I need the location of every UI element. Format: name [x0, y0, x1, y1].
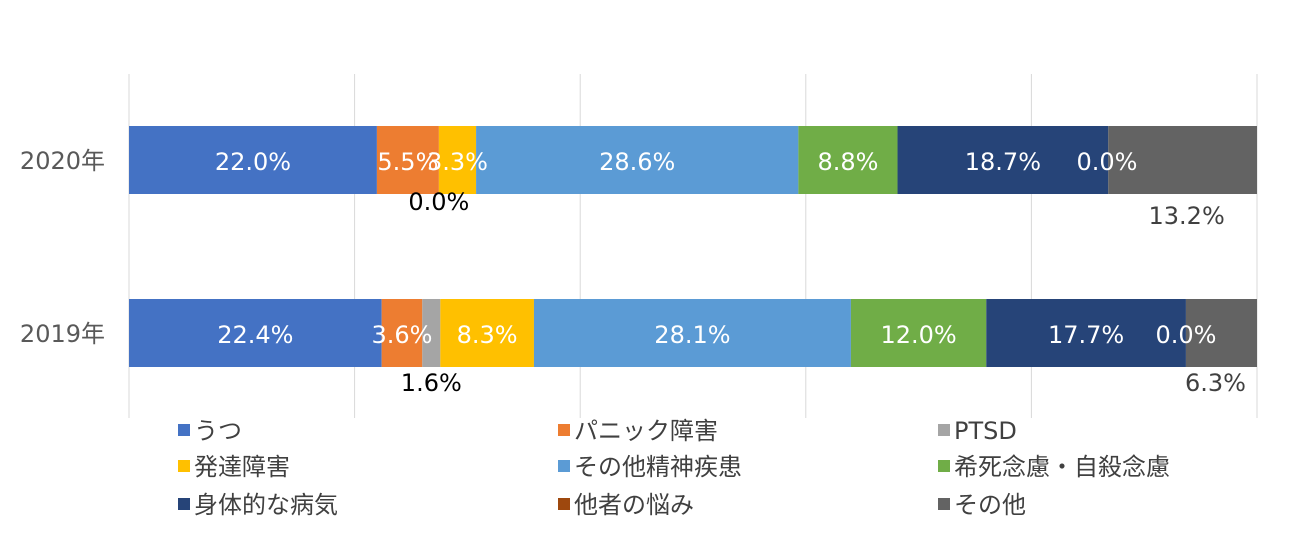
- legend-item: 身体的な病気: [178, 491, 338, 519]
- data-label: 3.3%: [427, 148, 488, 176]
- legend-swatch: [178, 498, 190, 510]
- bar-segment: [798, 126, 898, 194]
- legend-item: パニック障害: [558, 417, 718, 445]
- legend-item: 他者の悩み: [558, 491, 694, 519]
- legend-label: 身体的な病気: [194, 491, 338, 519]
- data-label: 12.0%: [880, 321, 956, 349]
- data-label: 28.6%: [599, 148, 675, 176]
- data-label: 18.7%: [965, 148, 1041, 176]
- data-labels: 22.0% 5.5% 0.0% 3.3% 28.6% 8.8% 18.7% 0.0% 13.2%…: [215, 148, 1246, 397]
- legend-item: その他精神疾患: [558, 453, 742, 481]
- category-label: 2019年: [20, 320, 105, 348]
- data-label: 22.4%: [217, 321, 293, 349]
- legend-item: PTSD: [938, 417, 1017, 445]
- bar-segment: [422, 299, 441, 367]
- data-label: 5.5%: [377, 148, 438, 176]
- legend-swatch: [558, 460, 570, 472]
- bar-segment: [129, 126, 377, 194]
- legend-swatch: [558, 424, 570, 436]
- legend-label: 希死念慮・自殺念慮: [954, 453, 1170, 481]
- legend-label: 他者の悩み: [574, 491, 694, 519]
- legend-label: その他精神疾患: [574, 453, 742, 481]
- bar-segment: [376, 126, 439, 194]
- bar-segment: [438, 126, 477, 194]
- category-label: 2020年: [20, 147, 105, 175]
- legend-swatch: [938, 498, 950, 510]
- bar-segment: [850, 299, 987, 367]
- data-label: 28.1%: [654, 321, 730, 349]
- legend-label: 発達障害: [194, 453, 290, 481]
- bar-segment: [1108, 126, 1257, 194]
- data-label: 8.8%: [817, 148, 878, 176]
- legend-label: パニック障害: [574, 417, 718, 445]
- legend-item: 希死念慮・自殺念慮: [938, 453, 1170, 481]
- legend-label: その他: [954, 491, 1026, 519]
- data-label: 0.0%: [1077, 148, 1138, 176]
- bar-segment: [129, 299, 382, 367]
- legend-swatch: [938, 424, 950, 436]
- legend-item: 発達障害: [178, 453, 290, 481]
- data-label: 3.6%: [371, 321, 432, 349]
- bar-segment: [533, 299, 851, 367]
- legend-swatch: [558, 498, 570, 510]
- legend-label: うつ: [194, 417, 242, 445]
- bar-segment: [897, 126, 1109, 194]
- category-labels: 2020年 2019年: [20, 147, 105, 348]
- data-label: 6.3%: [1185, 369, 1246, 397]
- data-label: 22.0%: [215, 148, 291, 176]
- bar-segment: [476, 126, 799, 194]
- bar-segment: [381, 299, 423, 367]
- data-label: 17.7%: [1048, 321, 1124, 349]
- legend-label: PTSD: [954, 417, 1017, 445]
- legend-item: うつ: [178, 417, 242, 445]
- bar-segments: [129, 126, 1257, 367]
- legend-item: その他: [938, 491, 1026, 519]
- data-label: 13.2%: [1149, 202, 1225, 230]
- data-label: 0.0%: [408, 188, 469, 216]
- legend-swatch: [178, 424, 190, 436]
- data-label: 0.0%: [1156, 321, 1217, 349]
- bar-segment: [440, 299, 534, 367]
- bar-segment: [986, 299, 1186, 367]
- legend-swatch: [938, 460, 950, 472]
- data-label: 8.3%: [457, 321, 518, 349]
- legend-swatch: [178, 460, 190, 472]
- bar-segment: [1185, 299, 1257, 367]
- data-label: 1.6%: [401, 369, 462, 397]
